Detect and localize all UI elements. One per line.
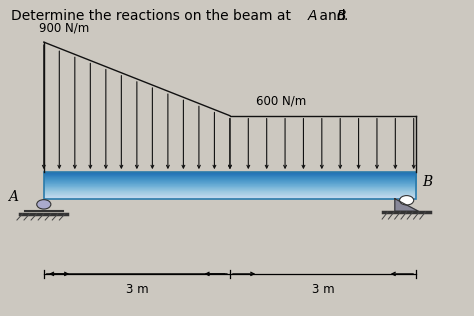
Polygon shape — [395, 199, 419, 211]
Text: 3 m: 3 m — [312, 283, 334, 296]
Text: A: A — [9, 190, 18, 204]
Text: Determine the reactions on the beam at: Determine the reactions on the beam at — [11, 9, 295, 23]
Text: 900 N/m: 900 N/m — [39, 21, 89, 34]
Circle shape — [400, 196, 414, 205]
Text: $\it{B}$: $\it{B}$ — [336, 9, 346, 23]
Text: B: B — [422, 175, 432, 189]
Circle shape — [36, 200, 51, 209]
Text: 600 N/m: 600 N/m — [256, 95, 306, 108]
Text: and: and — [315, 9, 350, 23]
Text: .: . — [344, 9, 348, 23]
Text: $\it{A}$: $\it{A}$ — [307, 9, 319, 23]
Text: 3 m: 3 m — [126, 283, 148, 296]
